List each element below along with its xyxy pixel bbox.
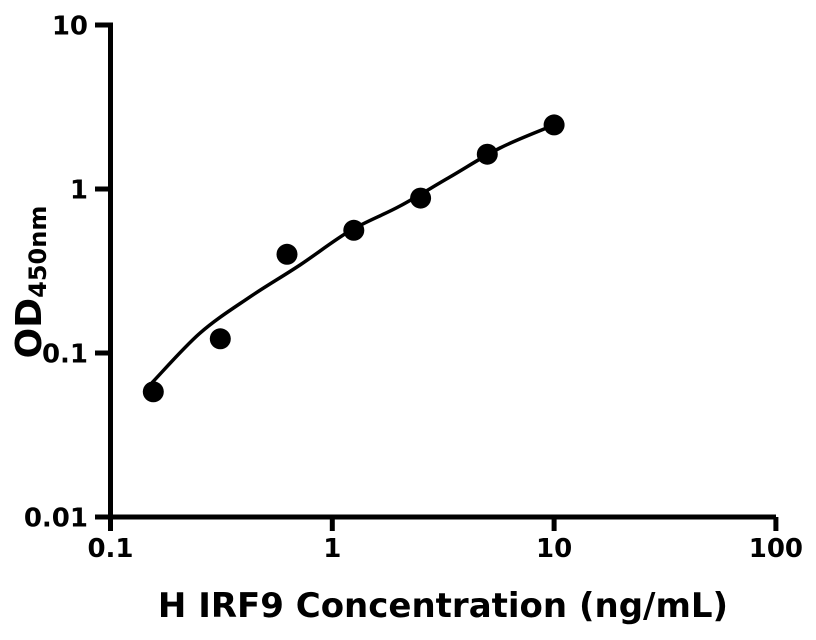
data-point: [476, 143, 498, 165]
x-tick-label: 100: [749, 534, 803, 564]
x-tick-label: 0.1: [87, 534, 133, 564]
y-axis-title: OD450nm: [6, 201, 54, 363]
x-tick-label: 1: [323, 534, 341, 564]
data-point: [543, 114, 565, 136]
data-point: [276, 243, 298, 265]
y-axis-title-main: OD: [9, 297, 50, 359]
data-point: [142, 381, 164, 403]
y-tick-label: 10: [52, 12, 88, 42]
x-tick-label: 10: [536, 534, 572, 564]
x-axis-title: H IRF9 Concentration (ng/mL): [157, 586, 729, 626]
y-tick-label: 1: [70, 176, 88, 206]
y-tick-label: 0.01: [24, 504, 88, 534]
axis-spines: [108, 22, 776, 520]
data-point: [343, 219, 365, 241]
y-axis-title-subscript: 450nm: [24, 205, 52, 298]
data-point: [209, 328, 231, 350]
y-tick-label: 0.1: [42, 340, 88, 370]
data-point: [410, 187, 432, 209]
